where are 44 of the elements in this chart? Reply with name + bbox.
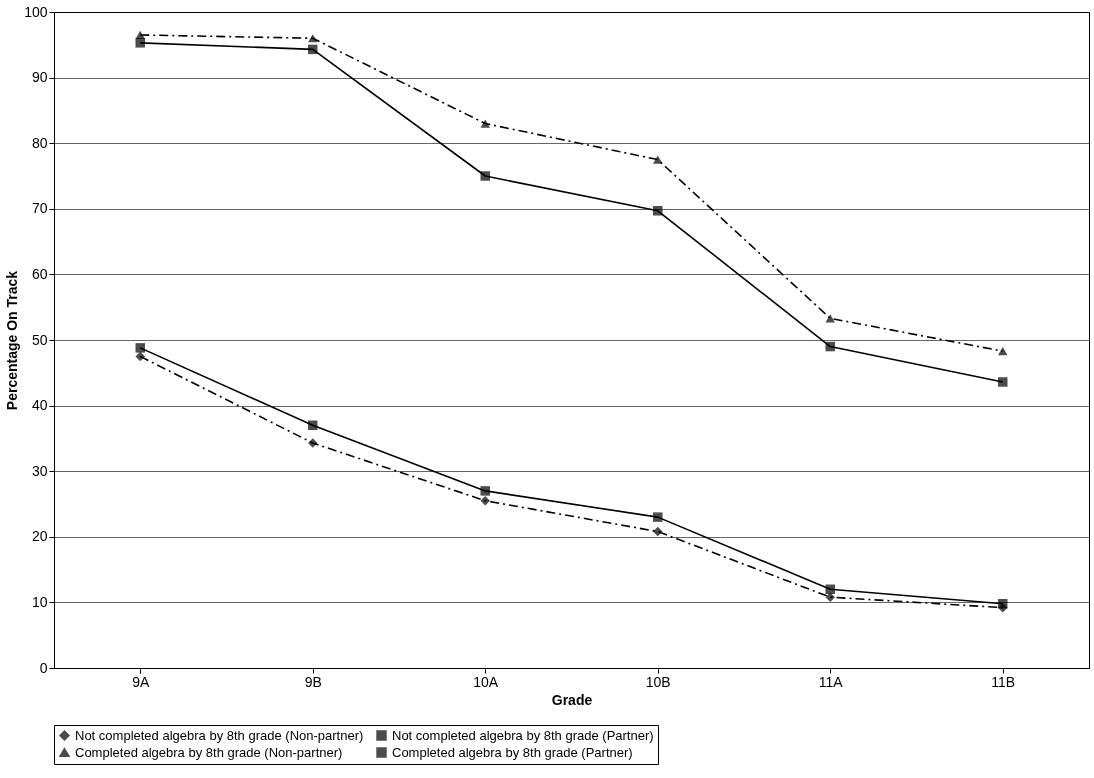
point [653,206,663,216]
legend-label: Completed algebra by 8th grade (Partner) [392,744,633,760]
y-tick-label: 80 [31,134,48,151]
legend-label: Not completed algebra by 8th grade (Partner) [392,727,654,743]
x-tick-label: 9A [132,673,150,690]
x-tick-label: 9B [304,673,322,690]
y-tick-label: 70 [31,200,48,217]
legend-label: Completed algebra by 8th grade (Non-partner) [75,744,343,760]
point [998,347,1008,356]
x-tick-label: 11B [991,673,1016,690]
legend-label: Not completed algebra by 8th grade (Non-partner) [75,727,364,743]
y-tick-label: 60 [31,265,48,282]
point [653,155,663,164]
point [135,343,145,353]
x-tick-label: 10A [473,673,499,690]
point [308,44,318,55]
point [308,438,318,448]
y-tick-label: 20 [31,528,48,545]
point [998,602,1008,613]
point [480,495,490,506]
point [135,30,145,40]
y-tick-label: 30 [31,462,48,479]
point [825,592,835,602]
point [480,486,490,496]
y-tick-label: 10 [31,593,48,610]
x-axis-title: Grade [551,691,593,708]
y-tick-label: 50 [31,331,48,348]
y-tick-label: 0 [39,659,48,676]
point [653,526,663,537]
point [308,420,318,431]
x-tick-label: 11A [818,673,844,690]
point [135,351,145,362]
point [653,512,663,522]
point [480,119,490,128]
y-tick-label: 40 [31,397,48,414]
point [308,34,318,43]
y-tick-label: 100 [24,3,48,20]
point [998,377,1008,387]
point [480,171,490,181]
point [135,38,145,48]
point [825,341,835,352]
y-tick-label: 90 [31,69,48,86]
y-axis-title: Percentage On Track [4,270,21,411]
x-tick-label: 10B [645,673,671,690]
